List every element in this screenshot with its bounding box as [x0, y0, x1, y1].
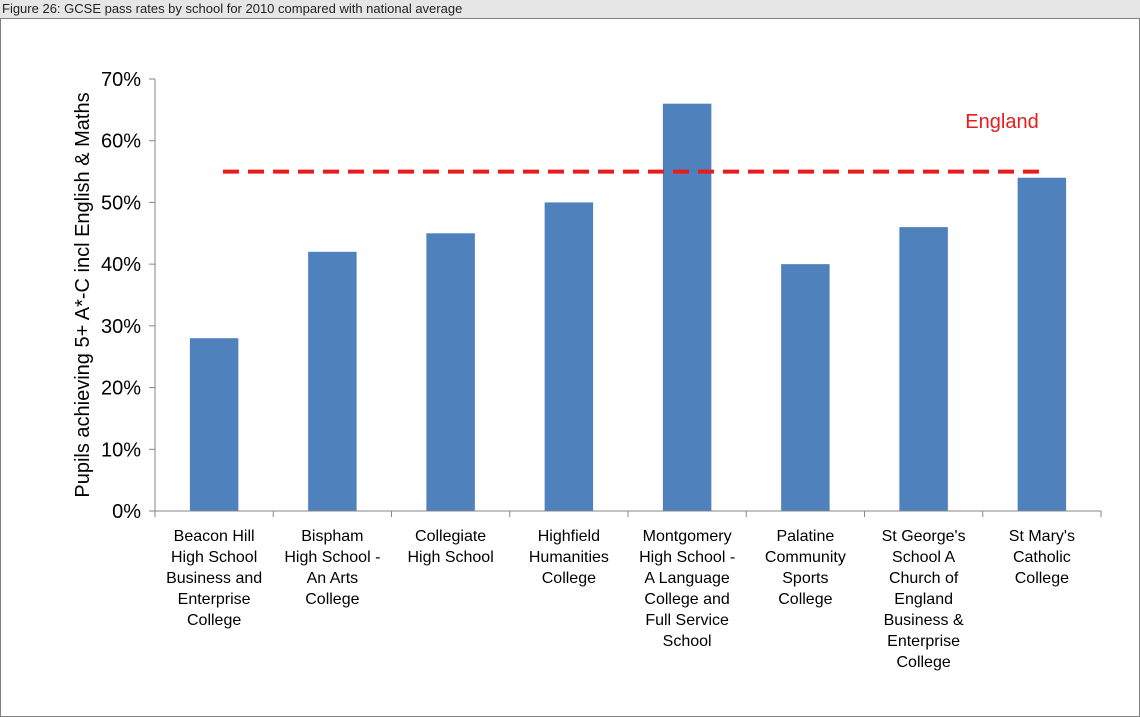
reference-line-label: England [965, 111, 1038, 133]
bar [781, 264, 830, 511]
y-axis: 0% 10% 20% 30% 40% 50% 60% 70% [101, 69, 156, 523]
bar-series [189, 103, 1067, 512]
england-reference-line: England [223, 111, 1046, 174]
bar [426, 233, 475, 512]
y-tick-label: 50% [101, 192, 141, 214]
x-tick-label: Beacon Hill High School Business and Enterp… [166, 528, 262, 629]
y-tick-label: 10% [101, 439, 141, 461]
bar-chart: Pupils achieving 5+ A*-C incl English & … [72, 69, 1102, 671]
bar [662, 103, 712, 511]
y-tick-label: 20% [101, 378, 141, 400]
x-tick-label: Bispham High School -An Arts College [284, 528, 380, 608]
bar [899, 227, 948, 511]
bar [544, 202, 594, 511]
x-tick-label: Palatine Community Sports College [765, 528, 846, 608]
y-tick-label: 30% [101, 316, 141, 338]
figure-caption: Figure 26: GCSE pass rates by school for… [0, 0, 1140, 18]
x-tick-label: Montgomery High School -A Language College… [639, 528, 735, 650]
y-tick-label: 0% [112, 501, 141, 523]
y-tick-label: 40% [101, 254, 141, 276]
y-tick-label: 70% [101, 69, 141, 91]
chart-frame: Pupils achieving 5+ A*-C incl English & … [0, 18, 1140, 717]
y-axis-title-group: Pupils achieving 5+ A*-C incl English & … [72, 92, 94, 497]
bar [189, 338, 239, 511]
bar [1017, 177, 1067, 511]
x-tick-label: St Mary's Catholic College [1009, 528, 1075, 587]
y-axis-title: Pupils achieving 5+ A*-C incl English & … [72, 92, 94, 497]
y-tick-label: 60% [101, 131, 141, 153]
x-tick-label: St George's School A Church of England Busin… [882, 528, 966, 671]
x-axis: Beacon Hill High School Business and Enterp… [154, 510, 1102, 671]
x-tick-label: Collegiate High School [407, 528, 493, 566]
bar [308, 251, 357, 512]
x-tick-label: Highfield Humanities College [529, 528, 609, 587]
